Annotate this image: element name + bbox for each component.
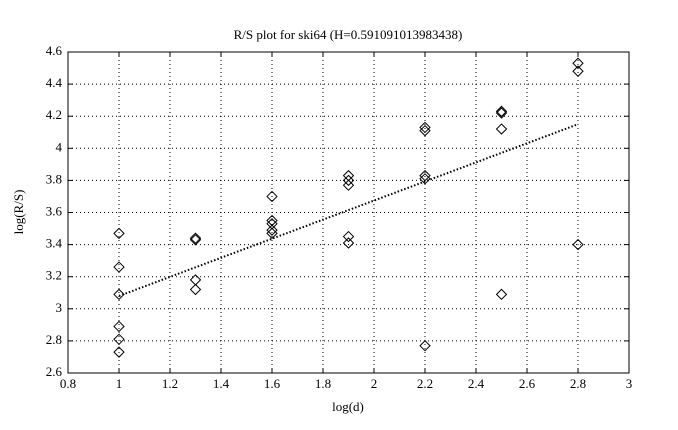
y-tick-label: 3 xyxy=(56,300,63,315)
y-axis-label: log(R/S) xyxy=(11,190,26,235)
x-tick-label: 0.8 xyxy=(60,376,76,391)
y-tick-label: 4 xyxy=(56,139,63,154)
point xyxy=(495,123,508,135)
point xyxy=(266,224,278,236)
point xyxy=(419,173,431,185)
point xyxy=(189,232,202,244)
x-tick-label: 2.2 xyxy=(417,376,433,391)
y-tick-label: 4.6 xyxy=(46,43,63,58)
point xyxy=(342,174,355,187)
y-tick-label: 3.2 xyxy=(46,268,62,283)
point xyxy=(189,283,202,296)
point xyxy=(572,65,584,77)
x-tick-label: 2.4 xyxy=(468,376,485,391)
point xyxy=(419,340,431,352)
point xyxy=(572,57,584,69)
x-tick-label: 1.4 xyxy=(213,376,230,391)
x-tick-label: 3 xyxy=(626,376,633,391)
point xyxy=(342,179,355,191)
point xyxy=(495,105,508,118)
point xyxy=(113,227,125,240)
plot-frame xyxy=(67,51,630,374)
point xyxy=(572,238,584,251)
point xyxy=(419,121,431,134)
point xyxy=(342,237,355,249)
point xyxy=(495,107,508,119)
point xyxy=(495,288,508,301)
y-tick-label: 2.8 xyxy=(46,332,62,347)
x-tick-label: 1.2 xyxy=(162,376,178,391)
point xyxy=(342,230,355,243)
y-tick-label: 4.2 xyxy=(46,107,62,122)
x-tick-label: 1 xyxy=(116,376,123,391)
x-tick-label: 1.8 xyxy=(315,376,331,391)
point xyxy=(113,333,125,346)
point xyxy=(113,346,125,358)
point xyxy=(113,288,125,301)
point xyxy=(189,234,202,246)
y-tick-label: 3.6 xyxy=(46,203,63,218)
y-tick-label: 2.6 xyxy=(46,364,63,379)
point xyxy=(419,169,431,182)
x-axis-label: log(d) xyxy=(332,399,364,414)
y-tick-label: 4.4 xyxy=(46,75,63,90)
x-tick-label: 2.6 xyxy=(519,376,536,391)
point xyxy=(113,261,125,273)
point xyxy=(266,227,278,240)
chart-title: R/S plot for ski64 (H=0.591091013983438) xyxy=(234,27,463,42)
y-tick-label: 3.8 xyxy=(46,171,62,186)
y-tick-label: 3.4 xyxy=(46,236,63,251)
x-tick-label: 2 xyxy=(371,376,378,391)
x-tick-label: 2.8 xyxy=(570,376,586,391)
point xyxy=(113,320,125,333)
point xyxy=(419,124,431,137)
x-tick-label: 1.6 xyxy=(264,376,281,391)
fit-line xyxy=(118,123,579,297)
point xyxy=(266,190,278,203)
